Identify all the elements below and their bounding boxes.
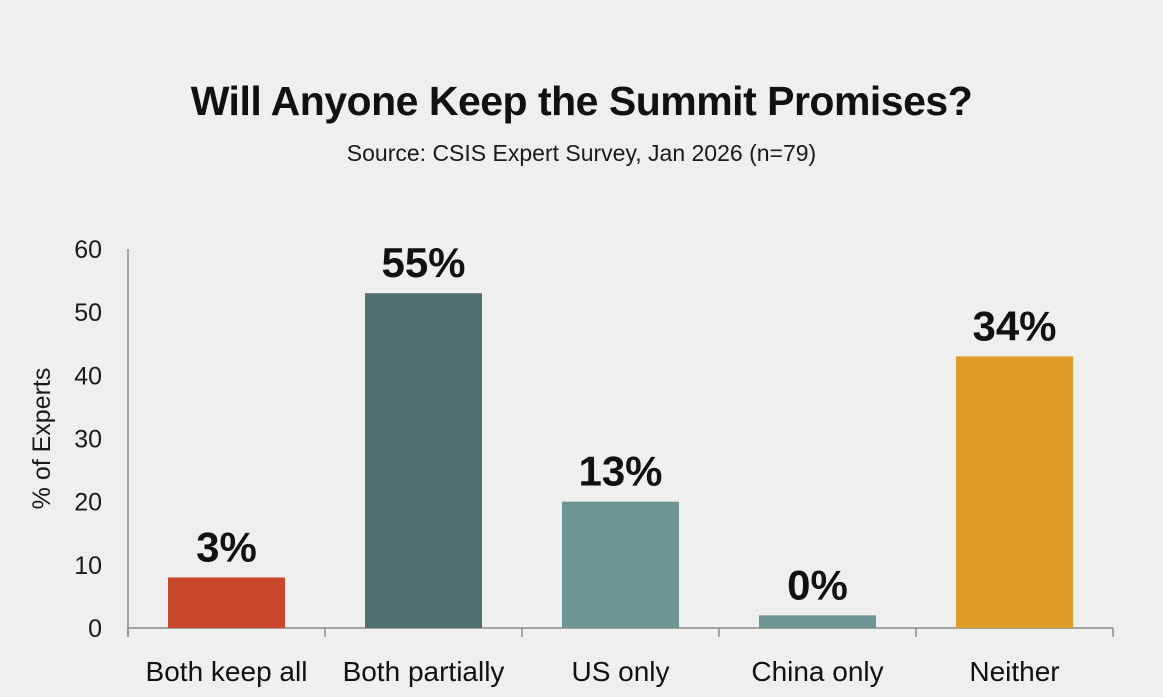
y-tick-label: 60 bbox=[74, 236, 102, 264]
y-tick-label: 0 bbox=[88, 615, 102, 643]
bar-neither bbox=[956, 356, 1073, 628]
y-tick-label: 40 bbox=[74, 362, 102, 390]
x-tick-label: Both partially bbox=[343, 656, 505, 687]
data-label: 13% bbox=[578, 448, 662, 495]
chart-title: Will Anyone Keep the Summit Promises? bbox=[190, 78, 973, 124]
bar-both-keep-all bbox=[168, 577, 285, 628]
x-tick-label: Both keep all bbox=[146, 656, 308, 687]
y-tick-label: 20 bbox=[74, 489, 102, 517]
bar-both-partially bbox=[365, 293, 482, 628]
data-label: 3% bbox=[196, 523, 257, 570]
x-tick-label: US only bbox=[571, 656, 669, 687]
bar-us-only bbox=[562, 501, 679, 628]
y-tick-label: 50 bbox=[74, 299, 102, 327]
y-axis-label: % of Experts bbox=[28, 368, 56, 510]
x-tick-label: Neither bbox=[969, 656, 1059, 687]
y-tick-label: 10 bbox=[74, 552, 102, 580]
bar-china-only bbox=[759, 615, 876, 628]
data-label: 34% bbox=[972, 302, 1056, 349]
y-tick-label: 30 bbox=[74, 426, 102, 454]
data-label: 55% bbox=[381, 239, 465, 286]
data-label: 0% bbox=[787, 561, 848, 608]
chart-subtitle: Source: CSIS Expert Survey, Jan 2026 (n=… bbox=[346, 140, 817, 166]
x-tick-label: China only bbox=[751, 656, 883, 687]
